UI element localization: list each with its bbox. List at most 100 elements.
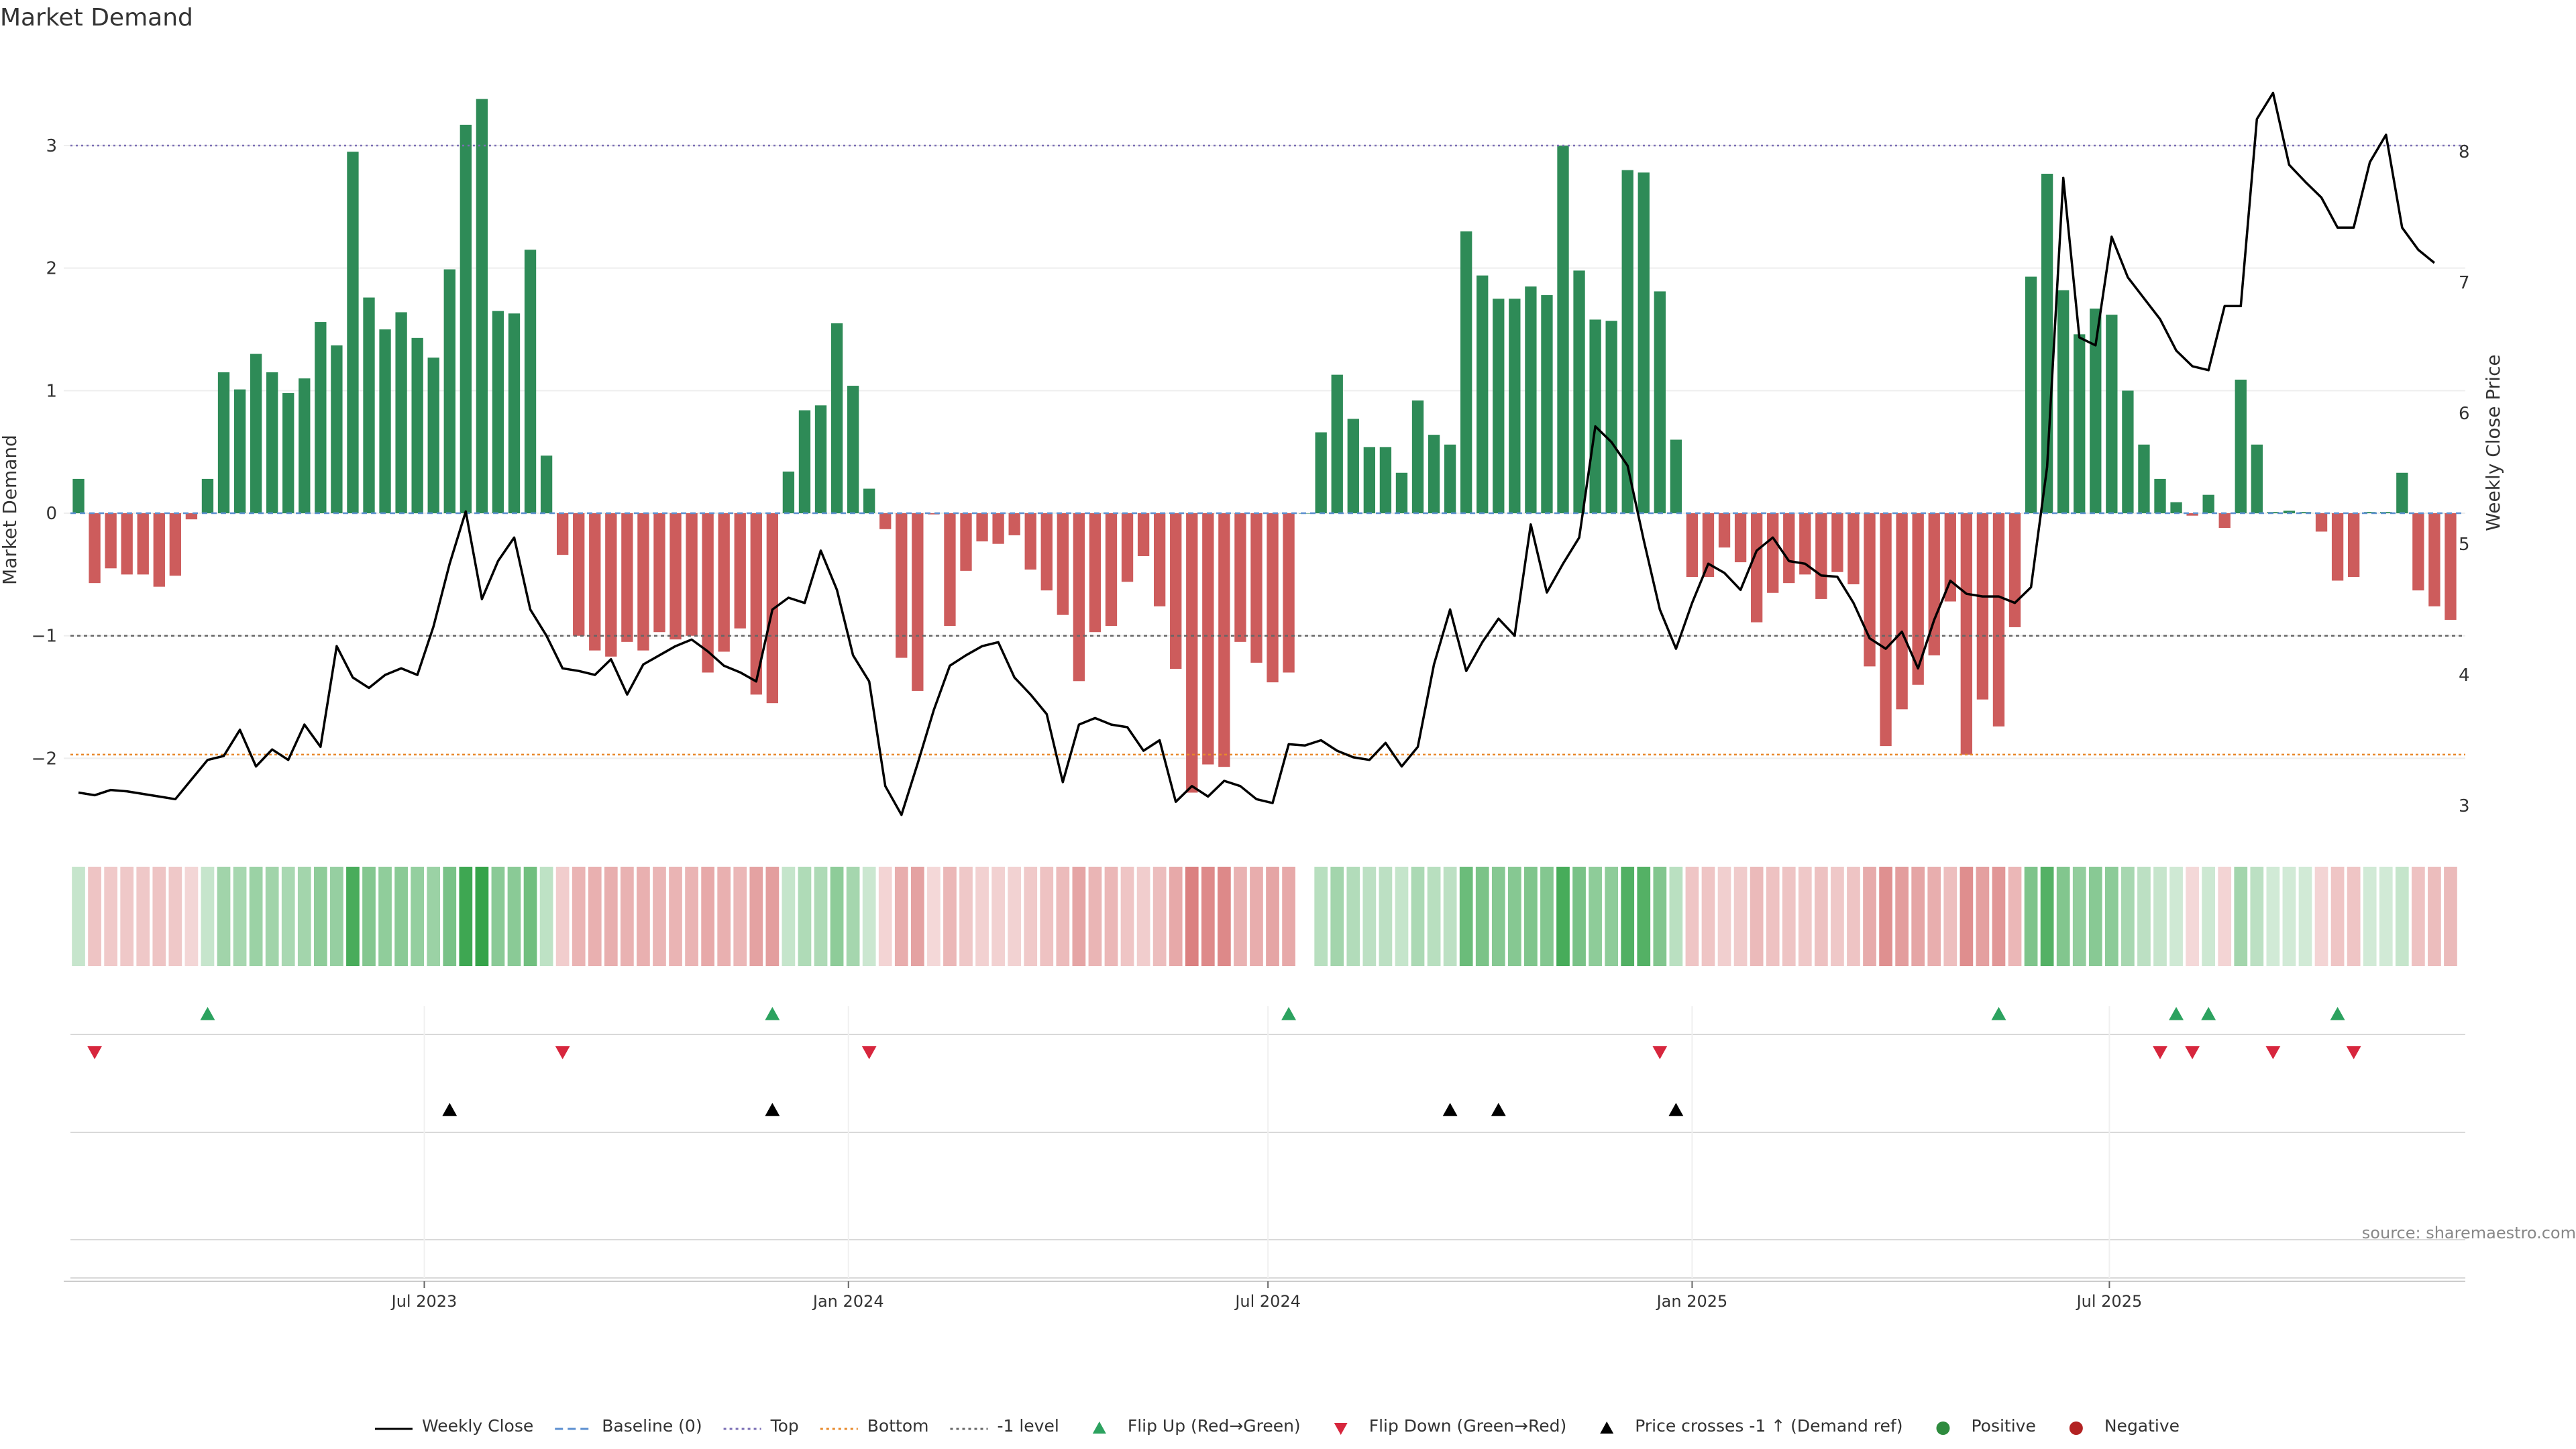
flip-down-marker — [87, 1046, 103, 1059]
strip-cell — [1605, 867, 1619, 966]
strip-cell — [1443, 867, 1457, 966]
strip-cell — [1411, 867, 1425, 966]
demand-bar — [2428, 513, 2440, 606]
demand-bar — [379, 329, 391, 514]
flip-up-marker — [2169, 1007, 2184, 1020]
strip-cell — [411, 867, 425, 966]
strip-cell — [2347, 867, 2361, 966]
strip-cell — [1895, 867, 1909, 966]
strip-cell — [217, 867, 231, 966]
strip-cell — [1346, 867, 1360, 966]
strip-cell — [1427, 867, 1441, 966]
strip-cell — [201, 867, 215, 966]
flip-down-marker — [2346, 1046, 2361, 1059]
strip-cell — [1040, 867, 1054, 966]
y-tick-label: 2 — [46, 259, 57, 279]
strip-cell — [1491, 867, 1505, 966]
strip-cell — [346, 867, 360, 966]
strip-cell — [1250, 867, 1263, 966]
flip-up-marker — [765, 1007, 780, 1020]
strip-cell — [1056, 867, 1070, 966]
strip-cell — [975, 867, 989, 966]
demand-bar — [798, 410, 811, 514]
strip-cell — [88, 867, 101, 966]
strip-cell — [1992, 867, 2006, 966]
strip-cell — [1120, 867, 1134, 966]
strip-cell — [2169, 867, 2183, 966]
demand-bar — [1638, 172, 1650, 514]
demand-bar — [2170, 502, 2182, 514]
flip-up-marker — [200, 1007, 215, 1020]
strip-cell — [523, 867, 537, 966]
demand-bar — [1283, 513, 1295, 673]
strip-cell — [1798, 867, 1812, 966]
price-cross-marker — [442, 1103, 458, 1116]
legend-label: -1 level — [997, 1416, 1059, 1436]
demand-bar — [266, 372, 278, 514]
y-tick-label: 1 — [46, 381, 57, 401]
strip-cell — [2186, 867, 2199, 966]
strip-cell — [782, 867, 796, 966]
demand-bar — [1928, 513, 1940, 655]
price-cross-marker — [765, 1103, 780, 1116]
strip-cell — [1169, 867, 1183, 966]
demand-bar — [1670, 439, 1682, 514]
demand-bar — [1218, 513, 1230, 767]
strip-cell — [297, 867, 311, 966]
strip-cell — [798, 867, 812, 966]
legend-label: Weekly Close — [422, 1416, 533, 1436]
legend-label: Negative — [2104, 1416, 2180, 1436]
demand-bar — [1040, 513, 1053, 591]
legend: Weekly Close Baseline (0) Top Bottom -1 leve… — [374, 1416, 2180, 1436]
strip-cell — [846, 867, 860, 966]
demand-bar — [1992, 513, 2005, 727]
legend-triangle-down-icon — [1334, 1423, 1348, 1435]
strip-cell — [2428, 867, 2441, 966]
demand-bar — [2025, 276, 2037, 514]
demand-bar — [1557, 146, 1569, 514]
strip-cell — [1024, 867, 1038, 966]
strip-cell — [2412, 867, 2425, 966]
strip-cell — [491, 867, 505, 966]
demand-bar — [2154, 478, 2166, 514]
demand-bar — [1734, 513, 1747, 563]
strip-cell — [959, 867, 973, 966]
demand-bar — [153, 513, 165, 587]
flip-down-marker — [2185, 1046, 2200, 1059]
demand-bar — [1654, 291, 1666, 514]
strip-cell — [637, 867, 650, 966]
strip-cell — [653, 867, 666, 966]
demand-bar — [830, 323, 843, 514]
legend-circle-icon — [2069, 1421, 2083, 1435]
strip-cell — [1717, 867, 1731, 966]
demand-bar — [1379, 447, 1392, 514]
strip-cell — [1750, 867, 1764, 966]
strip-cell — [2137, 867, 2151, 966]
strip-cell — [1201, 867, 1215, 966]
demand-bar — [2315, 513, 2328, 532]
strip-cell — [1072, 867, 1086, 966]
demand-bar — [1363, 447, 1376, 514]
strip-cell — [1960, 867, 1974, 966]
demand-bar — [2412, 513, 2424, 591]
legend-label: Flip Down (Green→Red) — [1369, 1416, 1567, 1436]
demand-bar — [1250, 513, 1263, 663]
demand-bar — [1057, 513, 1069, 615]
strip-cell — [2072, 867, 2086, 966]
y-tick-label: −1 — [32, 627, 57, 647]
strip-cell — [733, 867, 747, 966]
demand-bar — [814, 405, 827, 514]
y2-axis-label: Weekly Close Price — [2482, 354, 2504, 531]
demand-bar — [896, 513, 908, 658]
demand-bar — [1347, 419, 1359, 514]
strip-cell — [249, 867, 263, 966]
price-cross-marker — [1668, 1103, 1684, 1116]
demand-bar — [2235, 379, 2247, 514]
strip-cell — [1524, 867, 1538, 966]
strip-cell — [2330, 867, 2345, 966]
strip-cell — [378, 867, 392, 966]
strip-cell — [2234, 867, 2248, 966]
strip-cell — [1976, 867, 1990, 966]
strip-cell — [2104, 867, 2118, 966]
event-markers — [87, 1007, 2361, 1116]
